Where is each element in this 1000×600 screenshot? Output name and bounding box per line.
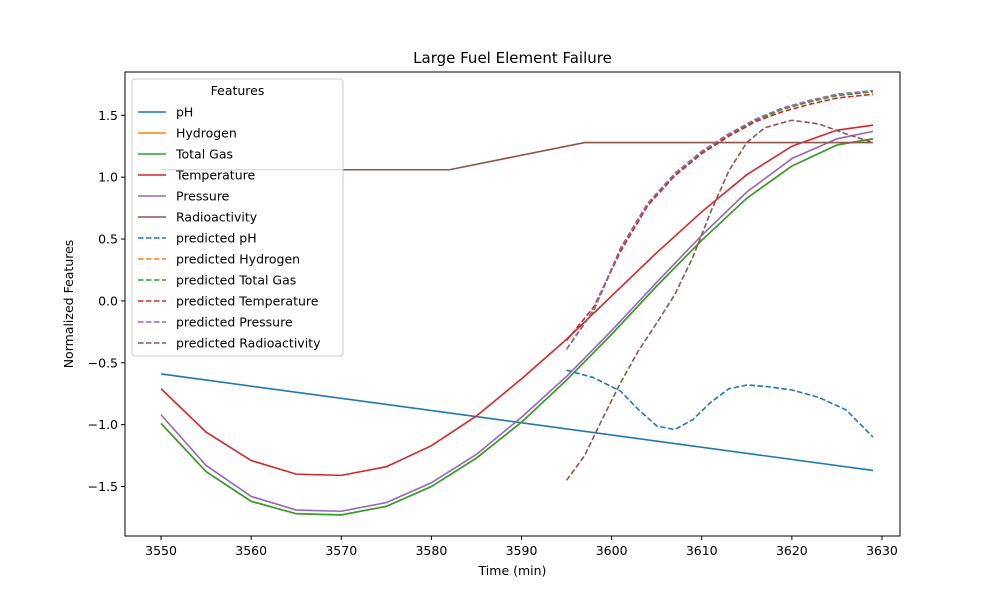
y-tick-label: 0.5 bbox=[98, 232, 118, 247]
chart-title: Large Fuel Element Failure bbox=[413, 49, 612, 67]
legend-label-predicted-temperature: predicted Temperature bbox=[176, 294, 319, 309]
legend-label-predicted-radioactivity: predicted Radioactivity bbox=[176, 336, 321, 351]
legend-label-predicted-ph: predicted pH bbox=[176, 231, 257, 246]
legend-box bbox=[131, 78, 344, 357]
y-tick-label: 0.0 bbox=[98, 293, 118, 308]
legend-label-pressure: Pressure bbox=[176, 189, 230, 204]
series-line-predicted-hydrogen bbox=[565, 91, 874, 350]
x-tick-label: 3610 bbox=[686, 543, 718, 558]
y-tick-label: −1.0 bbox=[88, 417, 118, 432]
series-line-predicted-total-gas bbox=[565, 91, 874, 350]
legend-label-ph: pH bbox=[176, 105, 193, 120]
series-line-predicted-pressure bbox=[565, 89, 874, 350]
legend-label-predicted-hydrogen: predicted Hydrogen bbox=[176, 252, 300, 267]
series-line-predicted-ph bbox=[566, 369, 874, 438]
y-tick-label: −1.5 bbox=[88, 479, 118, 494]
x-tick-label: 3630 bbox=[866, 543, 898, 558]
series-line-predicted-temperature bbox=[565, 93, 874, 342]
series-line-pressure bbox=[160, 130, 874, 513]
series-line-predicted-radioactivity bbox=[565, 119, 874, 481]
x-tick-label: 3570 bbox=[325, 543, 357, 558]
series-line-ph bbox=[160, 373, 874, 472]
x-tick-label: 3560 bbox=[235, 543, 267, 558]
legend-label-predicted-pressure: predicted Pressure bbox=[176, 315, 293, 330]
x-tick-label: 3590 bbox=[506, 543, 538, 558]
legend-label-hydrogen: Hydrogen bbox=[176, 126, 237, 141]
legend-label-predicted-total-gas: predicted Total Gas bbox=[176, 273, 296, 288]
plot-frame bbox=[124, 71, 901, 537]
x-tick-label: 3550 bbox=[145, 543, 177, 558]
legend-label-total-gas: Total Gas bbox=[175, 147, 233, 162]
x-tick-label: 3620 bbox=[776, 543, 808, 558]
x-axis-label: Time (min) bbox=[478, 563, 547, 578]
y-axis-label: Normalized Features bbox=[61, 240, 76, 369]
legend-label-radioactivity: Radioactivity bbox=[176, 210, 258, 225]
x-tick-label: 3600 bbox=[596, 543, 628, 558]
series-line-temperature bbox=[160, 124, 874, 477]
series-line-total-gas bbox=[160, 138, 874, 516]
y-tick-label: 1.0 bbox=[98, 170, 118, 185]
x-tick-label: 3580 bbox=[415, 543, 447, 558]
y-tick-label: −0.5 bbox=[88, 355, 118, 370]
legend-title: Features bbox=[211, 83, 265, 98]
legend-label-temperature: Temperature bbox=[175, 168, 255, 183]
y-tick-label: 1.5 bbox=[98, 108, 118, 123]
